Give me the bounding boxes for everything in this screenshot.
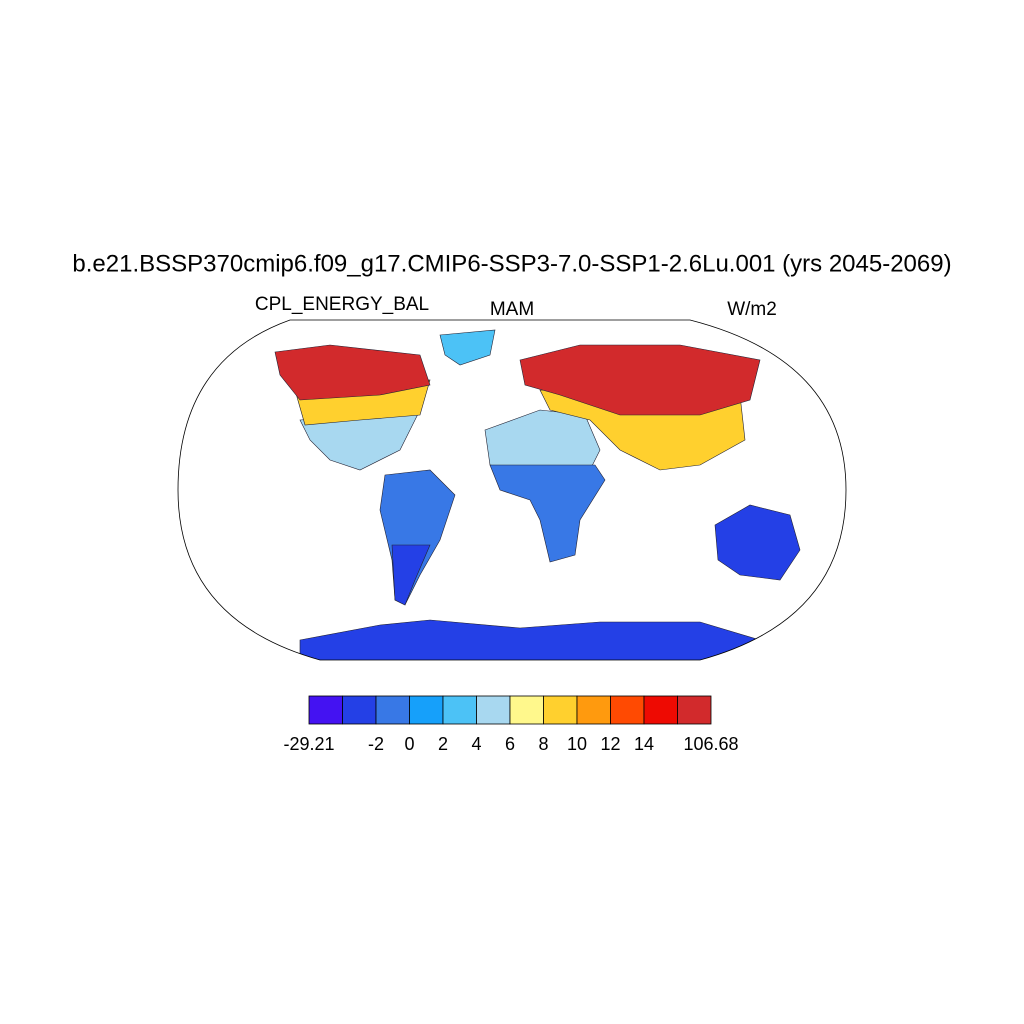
colorbar-label: -2 [368,734,384,754]
colorbar-box [342,695,377,725]
colorbar-label: 0 [404,734,414,754]
colorbar-label: 4 [471,734,481,754]
map-outline [177,319,847,661]
colorbar-label: 2 [438,734,448,754]
colorbar-box [576,695,611,725]
colorbar-box [442,695,477,725]
africa-north [484,409,601,471]
colorbar-box [509,695,544,725]
north-america-north [274,344,431,401]
africa-south [489,464,606,563]
colorbar-box [610,695,645,725]
greenland [439,329,496,366]
right-label: W/m2 [727,299,777,320]
antarctica [299,619,761,660]
colorbar: -29.21 -2 0 2 4 6 8 10 12 14 106.68 [283,695,739,754]
colorbar-box [375,695,410,725]
colorbar-label: 8 [538,734,548,754]
colorbar-label: 10 [567,734,587,754]
colorbar-box [476,695,511,725]
colorbar-label: 12 [600,734,620,754]
south-america-south [391,544,431,606]
colorbar-label: 14 [634,734,654,754]
map [177,319,847,661]
title: b.e21.BSSP370cmip6.f09_g17.CMIP6-SSP3-7.… [72,250,951,277]
colorbar-label: 6 [505,734,515,754]
south-america [379,469,456,606]
colorbar-box [308,695,343,725]
left-label: CPL_ENERGY_BAL [255,294,429,315]
colorbar-box [677,695,712,725]
eurasia-north [519,344,761,416]
center-label: MAM [490,299,534,320]
colorbar-box [409,695,444,725]
colorbar-box [543,695,578,725]
colorbar-box [643,695,678,725]
colorbar-label: -29.21 [283,734,334,754]
colorbar-label: 106.68 [683,734,738,754]
australia [714,504,801,581]
